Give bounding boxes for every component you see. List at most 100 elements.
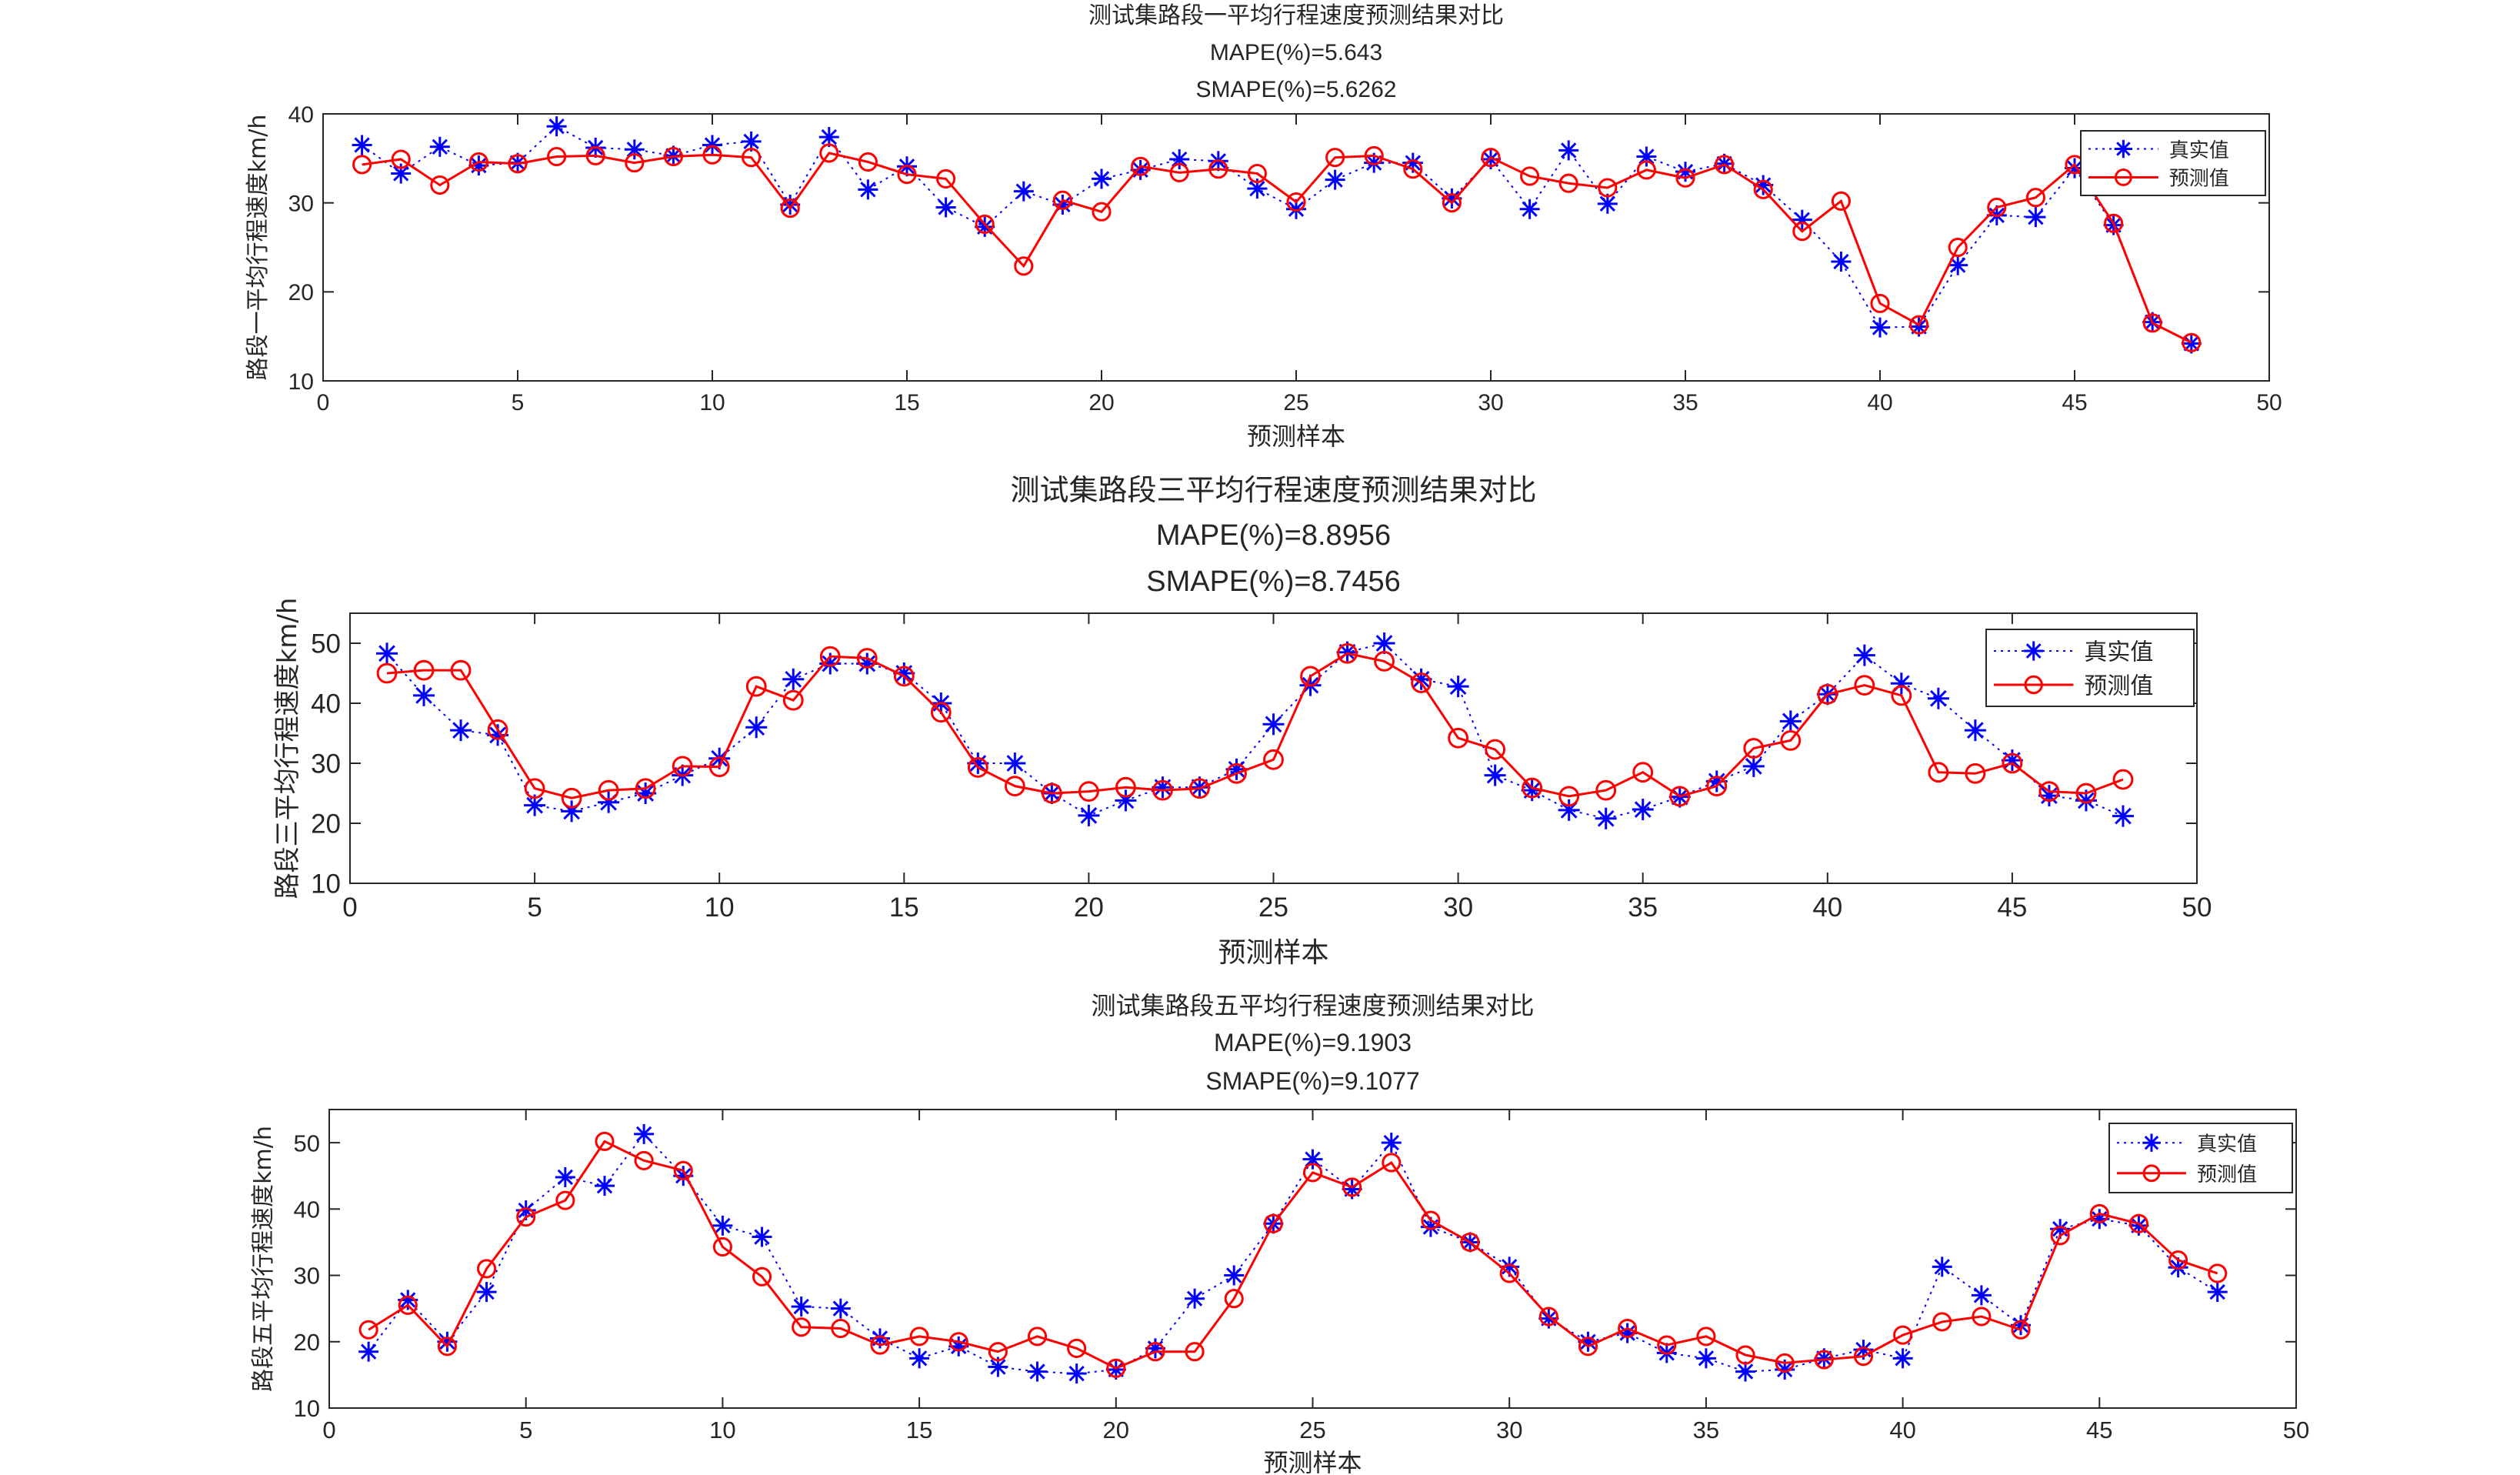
data-point (1558, 786, 1580, 807)
data-point (398, 1295, 418, 1315)
data-point (585, 145, 605, 165)
x-tick-label: 20 (1074, 893, 1104, 923)
data-point (1618, 1318, 1638, 1339)
x-tick-label: 25 (1283, 390, 1308, 415)
data-point (1779, 710, 1802, 732)
data-point (1675, 168, 1695, 188)
data-point (2128, 1213, 2148, 1233)
data-point (413, 659, 435, 681)
x-tick-label: 20 (1103, 1417, 1129, 1443)
y-tick-label: 40 (311, 689, 341, 719)
data-point (1485, 739, 1506, 760)
data-point (1041, 783, 1062, 804)
y-axis-label: 路段一平均行程速度km/h (245, 115, 272, 381)
data-point (546, 116, 567, 137)
data-point (1891, 685, 1912, 706)
data-point (391, 149, 411, 169)
x-axis-label: 预测样本 (1218, 937, 1328, 969)
data-point (967, 757, 988, 778)
plot-area (322, 113, 2270, 382)
data-point (1411, 672, 1432, 693)
data-point (2104, 213, 2124, 233)
data-point (634, 1123, 655, 1144)
data-point (1742, 755, 1765, 777)
data-point (897, 165, 917, 185)
chart-metric-1: MAPE(%)=9.1903 (1214, 1029, 1412, 1056)
data-point (2025, 188, 2045, 208)
data-point (1735, 1361, 1756, 1382)
data-point (1364, 145, 1384, 165)
y-tick-label: 20 (294, 1329, 320, 1356)
x-tick-label: 35 (1628, 893, 1658, 923)
data-point (635, 778, 656, 799)
data-point (1403, 159, 1423, 179)
data-point (1558, 173, 1578, 193)
data-point (831, 1318, 851, 1339)
y-tick-label: 10 (294, 1395, 320, 1422)
series-actual (352, 116, 2202, 354)
data-point (1632, 799, 1654, 821)
x-tick-label: 20 (1088, 390, 1114, 415)
chart-metric-2: SMAPE(%)=5.6262 (1196, 77, 1397, 102)
data-point (1286, 192, 1306, 212)
data-point (1013, 181, 1034, 202)
x-tick-label: 15 (906, 1417, 932, 1443)
data-point (352, 135, 372, 155)
chart-1: 测试集路段一平均行程速度预测结果对比 MAPE(%)=5.643 SMAPE(%)=… (245, 2, 2282, 451)
data-point (1078, 804, 1100, 826)
chart-title: 测试集路段三平均行程速度预测结果对比 (1010, 473, 1536, 507)
data-point (595, 1131, 615, 1151)
data-point (791, 1296, 812, 1317)
data-point (1743, 738, 1765, 759)
data-point (1817, 683, 1838, 705)
x-tick-label: 0 (322, 1417, 335, 1443)
x-axis-label: 预测样本 (1263, 1448, 1362, 1475)
data-point (1595, 807, 1617, 829)
data-point (1706, 776, 1728, 797)
data-point (1695, 1348, 1716, 1369)
data-point (1381, 1133, 1402, 1153)
x-tick-label: 30 (1496, 1417, 1522, 1443)
data-point (818, 127, 839, 148)
data-point (376, 662, 398, 684)
data-point (1595, 779, 1617, 801)
data-point (858, 179, 878, 200)
legend-box (2080, 130, 2266, 196)
x-tick-label: 25 (1299, 1417, 1325, 1443)
data-point (508, 154, 528, 174)
legend-marker-asterisk (2114, 139, 2133, 159)
chart-2: 测试集路段三平均行程速度预测结果对比 MAPE(%)=8.8956 SMAPE(%)… (272, 473, 2212, 969)
legend-label: 真实值 (2197, 1133, 2257, 1156)
data-point (702, 135, 722, 155)
data-point (450, 719, 472, 742)
data-point (1337, 642, 1358, 664)
data-point (1538, 1306, 1558, 1326)
data-point (930, 702, 952, 723)
data-point (430, 175, 450, 195)
data-point (1447, 676, 1469, 698)
y-tick-label: 50 (294, 1130, 320, 1156)
data-point (1870, 293, 1890, 313)
x-tick-label: 25 (1258, 893, 1288, 923)
data-point (1442, 193, 1462, 213)
data-point (752, 1266, 772, 1286)
data-point (1185, 1342, 1205, 1362)
x-tick-label: 5 (512, 390, 525, 415)
data-point (2075, 783, 2097, 804)
data-point (1892, 1348, 1913, 1369)
chart-title: 测试集路段一平均行程速度预测结果对比 (1088, 2, 1504, 29)
data-point (1115, 776, 1136, 798)
y-tick-label: 30 (288, 191, 314, 216)
data-point (1831, 252, 1852, 272)
data-point (1263, 1213, 1283, 1233)
data-point (1027, 1326, 1048, 1347)
data-point (702, 145, 722, 165)
data-point (376, 642, 398, 665)
data-point (782, 668, 805, 690)
legend-marker-circle (2114, 169, 2132, 186)
data-point (1027, 1361, 1048, 1382)
data-point (1520, 166, 1540, 186)
data-point (672, 756, 693, 777)
data-point (1224, 1289, 1244, 1309)
